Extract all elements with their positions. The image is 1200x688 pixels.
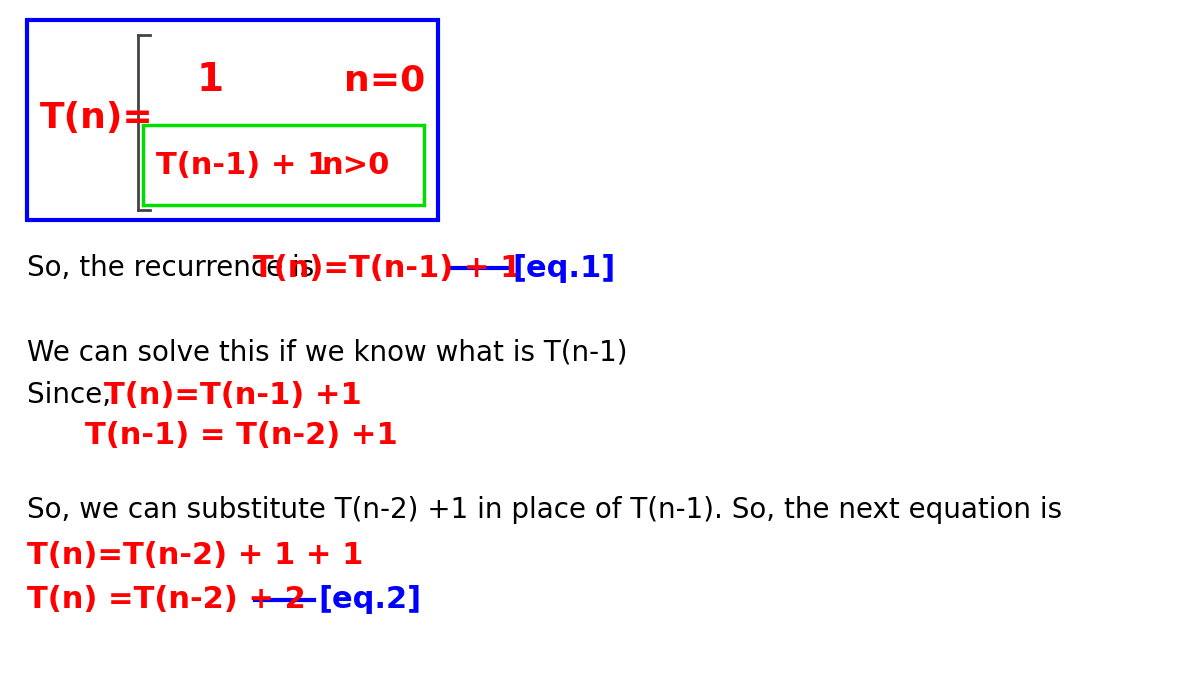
Text: T(n)=: T(n)=	[40, 101, 154, 135]
Text: n>0: n>0	[322, 151, 390, 180]
Text: T(n)=T(n-2) + 1 + 1: T(n)=T(n-2) + 1 + 1	[26, 541, 364, 570]
Text: [eq.2]: [eq.2]	[318, 585, 421, 614]
Text: 1: 1	[197, 61, 223, 99]
Text: T(n)=T(n-1) +1: T(n)=T(n-1) +1	[104, 380, 362, 409]
Text: So, the recurrence is: So, the recurrence is	[26, 254, 323, 282]
Text: n=0: n=0	[344, 63, 425, 97]
FancyBboxPatch shape	[143, 125, 424, 205]
Text: Since,: Since,	[26, 381, 120, 409]
Text: T(n-1) + 1: T(n-1) + 1	[156, 151, 329, 180]
Text: T(n)=T(n-1) + 1: T(n)=T(n-1) + 1	[253, 253, 521, 283]
Text: T(n-1) = T(n-2) +1: T(n-1) = T(n-2) +1	[85, 420, 397, 449]
FancyBboxPatch shape	[26, 20, 438, 220]
Text: So, we can substitute T(n-2) +1 in place of T(n-1). So, the next equation is: So, we can substitute T(n-2) +1 in place…	[26, 496, 1062, 524]
Text: T(n) =T(n-2) + 2: T(n) =T(n-2) + 2	[26, 585, 306, 614]
Text: We can solve this if we know what is T(n-1): We can solve this if we know what is T(n…	[26, 338, 628, 366]
Text: [eq.1]: [eq.1]	[512, 253, 616, 283]
